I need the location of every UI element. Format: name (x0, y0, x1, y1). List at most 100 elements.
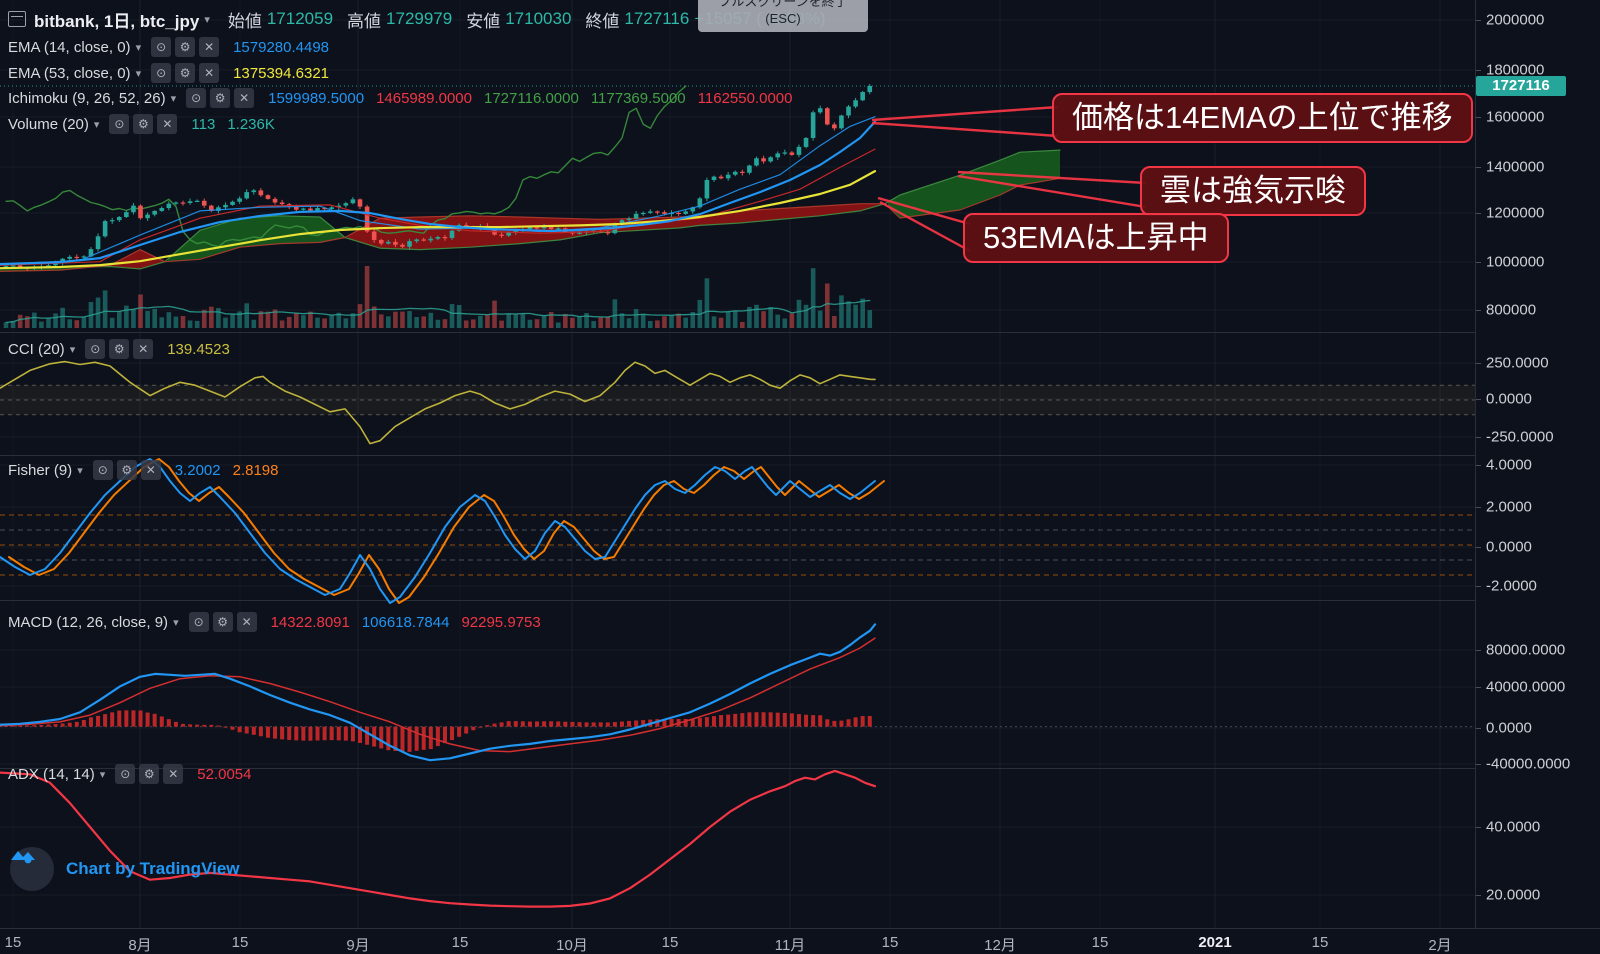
chevron-down-icon[interactable]: ▾ (173, 616, 179, 629)
axis-tick (1476, 827, 1481, 828)
indicator-value: 1579280.4498 (233, 38, 330, 56)
time-axis-label: 15 (231, 934, 249, 951)
eye-icon[interactable]: ⊙ (109, 114, 130, 134)
close-icon[interactable]: ✕ (199, 37, 220, 57)
time-axis-label: 15 (1311, 934, 1329, 951)
close-icon[interactable]: ✕ (133, 339, 154, 359)
close-icon[interactable]: ✕ (234, 88, 255, 108)
time-axis-label: 15 (661, 934, 679, 951)
chevron-down-icon[interactable]: ▾ (135, 67, 142, 80)
low-value: 1710030 (505, 9, 572, 28)
watermark-text: Chart by TradingView (66, 859, 240, 878)
legend-cci: CCI (20) ▾ ⊙ ⚙ ✕ 139.4523 (8, 338, 230, 360)
low-label: 安値 (466, 11, 501, 31)
axis-label: -250.0000 (1486, 428, 1554, 446)
chevron-down-icon[interactable]: ▾ (93, 118, 100, 131)
legend-volume: Volume (20) ▾ ⊙ ⚙ ✕ 113 1.236K (8, 113, 275, 135)
axis-tick (1476, 650, 1481, 651)
axis-tick (1476, 262, 1481, 263)
chevron-down-icon[interactable]: ▾ (77, 464, 83, 477)
time-axis-label: 15 (881, 934, 899, 951)
close-icon[interactable]: ✕ (140, 460, 161, 480)
high-label: 高値 (347, 11, 382, 31)
gear-icon[interactable]: ⚙ (212, 612, 233, 632)
indicator-value: 1.236K (227, 115, 275, 133)
close-icon[interactable]: ✕ (163, 764, 184, 784)
indicator-value: 106618.7844 (361, 613, 450, 631)
axis-label: 800000 (1486, 301, 1537, 319)
indicator-name[interactable]: Volume (20) (8, 115, 89, 133)
axis-label: 1600000 (1486, 108, 1545, 126)
high-value: 1729979 (386, 9, 453, 28)
indicator-value: 1162550.0000 (697, 89, 793, 107)
legend-ichimoku: Ichimoku (9, 26, 52, 26) ▾ ⊙ ⚙ ✕ 1599989.5… (8, 87, 792, 109)
axis-label: 40000.0000 (1486, 678, 1566, 696)
indicator-name[interactable]: Ichimoku (9, 26, 52, 26) (8, 89, 166, 107)
axis-label: 250.0000 (1486, 354, 1549, 372)
close-icon[interactable]: ✕ (236, 612, 257, 632)
gear-icon[interactable]: ⚙ (175, 63, 196, 83)
eye-icon[interactable]: ⊙ (115, 764, 136, 784)
chevron-down-icon[interactable]: ▾ (204, 13, 210, 26)
close-label: 終値 (585, 11, 620, 31)
gear-icon[interactable]: ⚙ (210, 88, 231, 108)
gear-icon[interactable]: ⚙ (116, 460, 137, 480)
tooltip-line1: フルスクリーンを終了 (718, 0, 848, 9)
eye-icon[interactable]: ⊙ (186, 88, 207, 108)
axis-label: 0.0000 (1486, 538, 1532, 556)
price-axis[interactable]: 1727116 2000000 1800000 1600000 1400000 1200… (1475, 0, 1600, 928)
annotation-price-above-ema14[interactable]: 価格は14EMAの上位で推移 (1052, 93, 1473, 143)
chart-canvas[interactable] (0, 0, 1475, 928)
gear-icon[interactable]: ⚙ (109, 339, 130, 359)
chevron-down-icon[interactable]: ▾ (99, 768, 106, 781)
eye-icon[interactable]: ⊙ (151, 63, 172, 83)
time-axis-label: 15 (4, 934, 22, 951)
chevron-down-icon[interactable]: ▾ (69, 343, 76, 356)
layout-grid-icon[interactable] (8, 11, 26, 27)
axis-label: 0.0000 (1486, 719, 1532, 737)
eye-icon[interactable]: ⊙ (151, 37, 172, 57)
indicator-value: 92295.9753 (461, 613, 541, 631)
axis-label: -40000.0000 (1486, 755, 1571, 773)
close-icon[interactable]: ✕ (157, 114, 178, 134)
indicator-name[interactable]: CCI (20) (8, 340, 65, 358)
axis-tick (1476, 764, 1481, 765)
symbol-title[interactable]: bitbank, 1日, btc_jpy (34, 11, 200, 31)
axis-tick (1476, 895, 1481, 896)
axis-label: 20.0000 (1486, 886, 1541, 904)
chevron-down-icon[interactable]: ▾ (135, 41, 142, 54)
gear-icon[interactable]: ⚙ (133, 114, 154, 134)
eye-icon[interactable]: ⊙ (188, 612, 209, 632)
axis-tick (1476, 687, 1481, 688)
gear-icon[interactable]: ⚙ (175, 37, 196, 57)
time-axis[interactable]: 15 8月 15 9月 15 10月 15 11月 15 12月 15 2021 15 2月 (0, 928, 1600, 954)
legend-ema53: EMA (53, close, 0) ▾ ⊙ ⚙ ✕ 1375394.6321 (8, 62, 329, 84)
indicator-value: 139.4523 (167, 340, 230, 358)
indicator-name[interactable]: Fisher (9) (8, 461, 73, 479)
indicator-name[interactable]: ADX (14, 14) (8, 765, 95, 783)
axis-label: 4.0000 (1486, 456, 1532, 474)
legend-macd: MACD (12, 26, close, 9) ▾ ⊙ ⚙ ✕ 14322.8091… (8, 611, 541, 633)
close-value: 1727116 (624, 9, 690, 28)
annotation-ema53-rising[interactable]: 53EMAは上昇中 (963, 213, 1229, 263)
axis-label: 0.0000 (1486, 390, 1532, 408)
tradingview-watermark[interactable]: Chart by TradingView (10, 847, 240, 891)
annotation-cloud-bullish[interactable]: 雲は強気示唆 (1140, 166, 1366, 216)
time-axis-label: 15 (451, 934, 469, 951)
axis-label: 1200000 (1486, 204, 1545, 222)
close-icon[interactable]: ✕ (199, 63, 220, 83)
indicator-name[interactable]: EMA (14, close, 0) (8, 38, 131, 56)
legend-fisher: Fisher (9) ▾ ⊙ ⚙ ✕ 3.2002 2.8198 (8, 459, 279, 481)
eye-icon[interactable]: ⊙ (92, 460, 113, 480)
tooltip-line2: (ESC) (765, 11, 801, 26)
time-axis-label: 10月 (556, 937, 588, 954)
axis-tick (1476, 20, 1481, 21)
fullscreen-exit-tooltip: フルスクリーンを終了 (ESC) (698, 0, 868, 32)
eye-icon[interactable]: ⊙ (85, 339, 106, 359)
chevron-down-icon[interactable]: ▾ (170, 92, 177, 105)
gear-icon[interactable]: ⚙ (139, 764, 160, 784)
indicator-name[interactable]: MACD (12, 26, close, 9) (8, 613, 169, 631)
axis-tick (1476, 507, 1481, 508)
indicator-name[interactable]: EMA (53, close, 0) (8, 64, 131, 82)
